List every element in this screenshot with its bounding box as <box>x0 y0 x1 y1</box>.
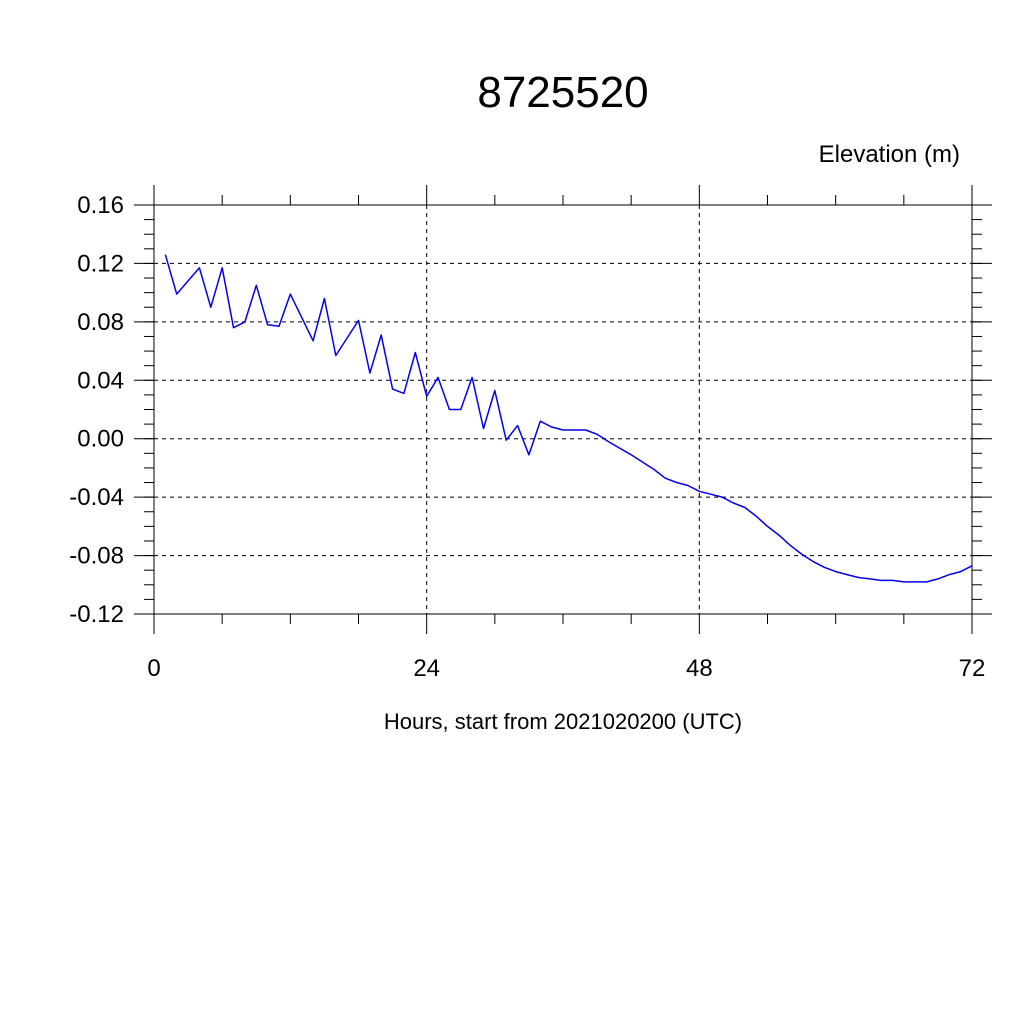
x-tick-label: 24 <box>413 655 440 682</box>
y-tick-label: 0.04 <box>77 367 124 394</box>
y-tick-label: 0.08 <box>77 309 124 336</box>
chart-title: 8725520 <box>477 68 648 117</box>
y-tick-label: -0.12 <box>69 601 124 628</box>
plot-border <box>153 204 973 615</box>
y-tick-label: -0.04 <box>69 484 124 511</box>
data-series <box>164 254 973 583</box>
y-tick-labels: -0.12 -0.08 -0.04 0.00 0.04 0.08 0.12 0.16 <box>69 192 124 628</box>
y-axis-label: Elevation (m) <box>819 141 960 168</box>
x-axis-label: Hours, start from 2021020200 (UTC) <box>384 709 742 734</box>
x-tick-labels: 0 24 48 72 <box>147 655 985 682</box>
x-tick-label: 72 <box>959 655 986 682</box>
y-tick-label: 0.16 <box>77 192 124 219</box>
y-tick-label: -0.08 <box>69 543 124 570</box>
y-tick-label: 0.00 <box>77 426 124 453</box>
x-tick-label: 0 <box>147 655 160 682</box>
axis-ticks <box>134 185 992 634</box>
grid-lines <box>153 204 973 615</box>
y-tick-label: 0.12 <box>77 250 124 277</box>
x-tick-label: 48 <box>686 655 713 682</box>
elevation-line <box>164 254 973 583</box>
plot-frame <box>153 204 973 615</box>
